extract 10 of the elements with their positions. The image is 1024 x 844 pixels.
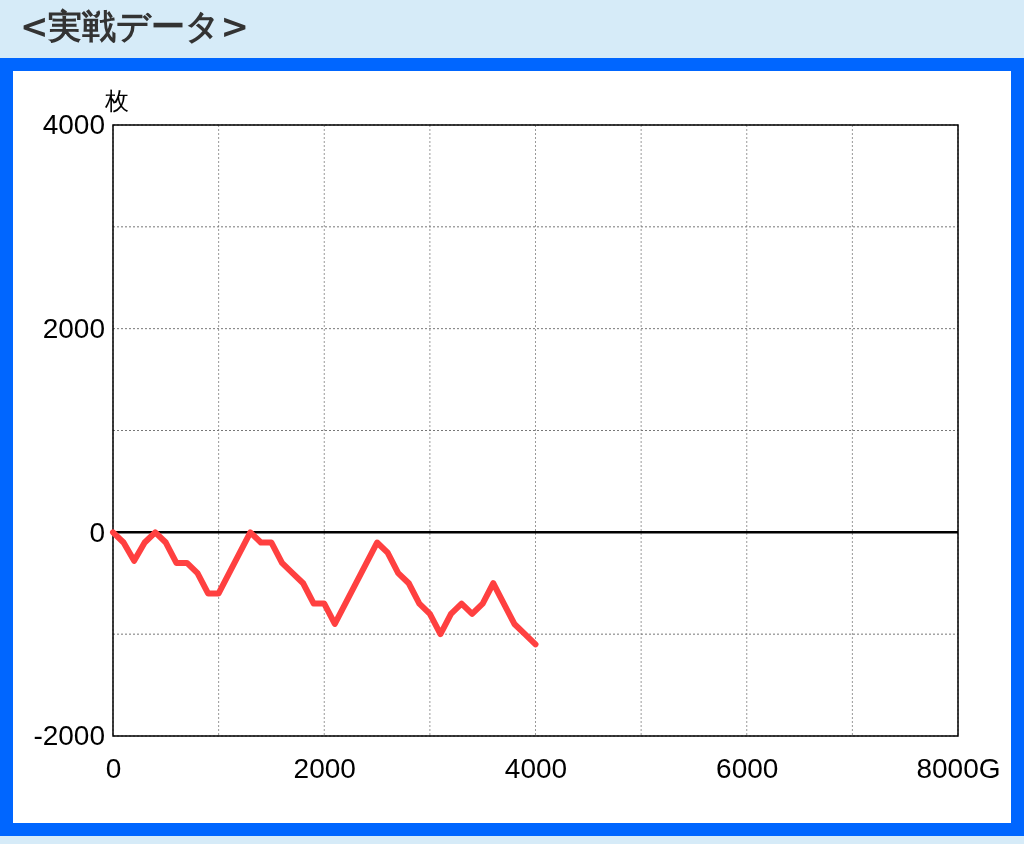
- y-tick-label: 2000: [42, 313, 105, 345]
- y-axis-title: 枚: [104, 87, 129, 114]
- y-tick-label: -2000: [33, 720, 105, 752]
- x-tick-label: 8000G: [916, 752, 1001, 784]
- x-tick-label: 4000: [504, 752, 568, 784]
- x-tick-label: 2000: [293, 752, 356, 784]
- chart-title: <実戦データ>: [20, 5, 249, 48]
- x-tick-label: 6000: [716, 752, 779, 784]
- y-tick-label: 0: [89, 516, 105, 548]
- y-tick-label: 4000: [42, 109, 105, 141]
